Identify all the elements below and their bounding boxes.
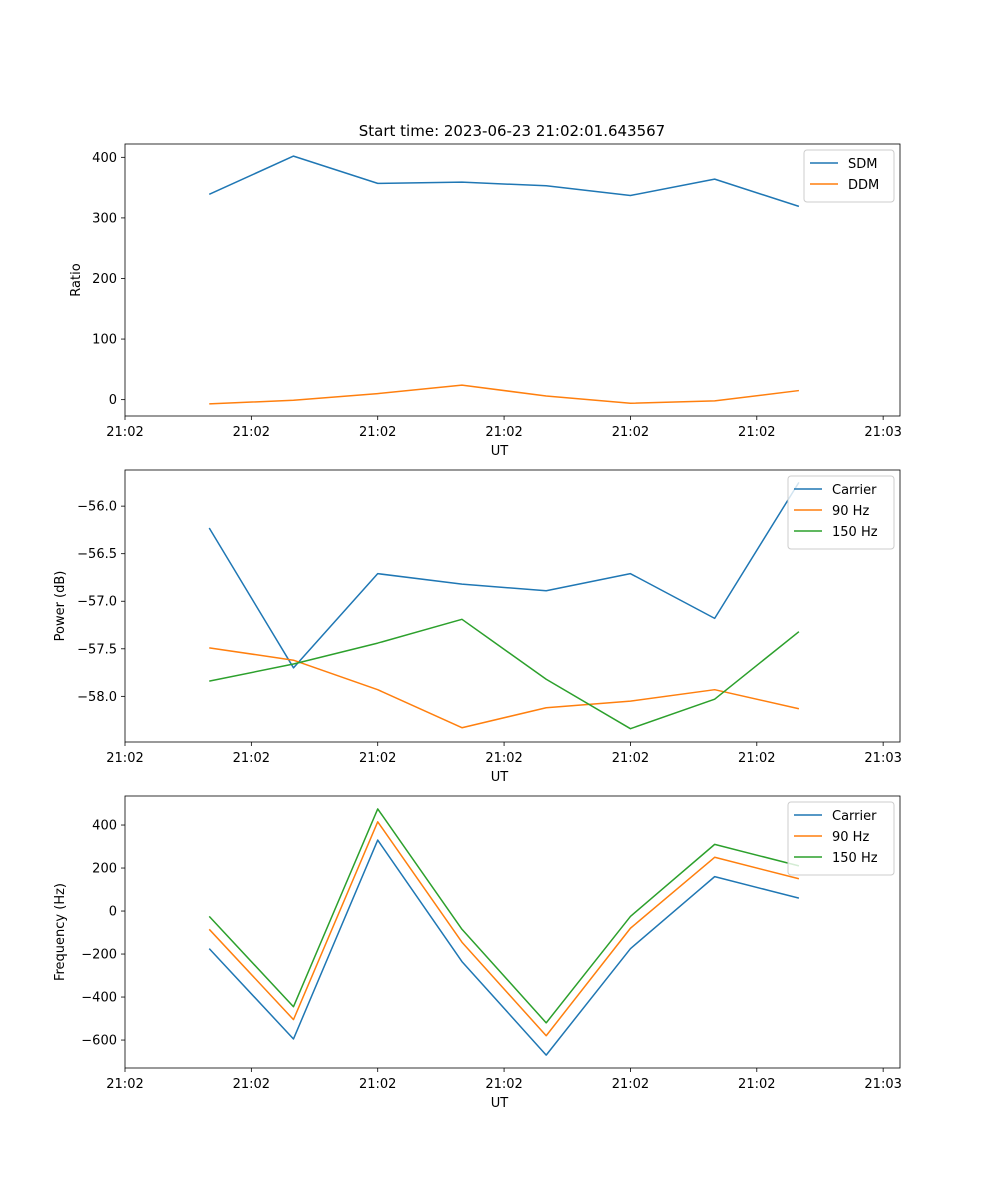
legend: SDM DDM (803, 149, 895, 203)
chart-panel-1: 21:02 21:02 21:02 21:02 21:02 21:02 21:03 0 100 2… (69, 143, 902, 459)
y-axis-label: Frequency (Hz) (53, 883, 68, 981)
x-tick-label: 21:02 (738, 425, 775, 440)
x-axis-label: UT (491, 770, 509, 785)
x-tick-label: 21:02 (359, 751, 396, 766)
legend-label: 150 Hz (832, 525, 878, 540)
y-tick-label: −57.5 (77, 642, 117, 657)
axes-frame (124, 469, 901, 743)
series-line-carrier (208, 481, 800, 669)
chart-panel-2: 21:02 21:02 21:02 21:02 21:02 21:02 21:03 −56.0… (53, 469, 902, 785)
x-tick-label: 21:02 (485, 751, 522, 766)
x-axis-label: UT (491, 444, 509, 459)
legend-label: 150 Hz (832, 851, 878, 866)
y-axis-label: Ratio (69, 263, 84, 296)
x-tick-label: 21:02 (612, 751, 649, 766)
y-tick-label: 400 (92, 151, 117, 166)
x-axis-label: UT (491, 1096, 509, 1111)
series-line-90-hz (209, 647, 800, 729)
legend-label: Carrier (832, 809, 877, 824)
y-tick-label: 200 (92, 862, 117, 877)
series-line-carrier (208, 839, 800, 1056)
y-tick-label: −56.0 (77, 500, 117, 515)
x-tick-label: 21:02 (233, 425, 270, 440)
axes-frame (124, 143, 901, 417)
x-tick-label: 21:03 (864, 1077, 901, 1092)
x-tick-label: 21:02 (485, 425, 522, 440)
y-tick-label: 200 (92, 272, 117, 287)
series-line-sdm (208, 155, 800, 208)
axes-frame (124, 795, 901, 1069)
x-tick-label: 21:02 (233, 751, 270, 766)
y-tick-label: −400 (81, 991, 117, 1006)
series-line-90-hz (208, 821, 800, 1037)
series-line-150-hz (208, 808, 800, 1024)
y-tick-label: −600 (81, 1034, 117, 1049)
y-tick-label: −200 (81, 948, 117, 963)
x-tick-label: 21:02 (106, 751, 143, 766)
y-tick-label: 100 (92, 333, 117, 348)
x-tick-label: 21:02 (738, 1077, 775, 1092)
legend-label: 90 Hz (832, 504, 869, 519)
legend-label: SDM (848, 157, 877, 172)
series-line-150-hz (209, 618, 800, 730)
x-tick-label: 21:02 (359, 1077, 396, 1092)
x-tick-label: 21:02 (233, 1077, 270, 1092)
y-tick-label: 0 (109, 905, 117, 920)
legend-label: DDM (848, 178, 879, 193)
legend-label: 90 Hz (832, 830, 869, 845)
x-tick-label: 21:02 (612, 425, 649, 440)
x-tick-label: 21:02 (485, 1077, 522, 1092)
x-tick-label: 21:02 (359, 425, 396, 440)
x-tick-label: 21:02 (106, 1077, 143, 1092)
y-tick-label: −58.0 (77, 690, 117, 705)
x-tick-label: 21:02 (612, 1077, 649, 1092)
figure-title: Start time: 2023-06-23 21:02:01.643567 (359, 122, 665, 140)
y-tick-label: 400 (92, 819, 117, 834)
x-tick-label: 21:02 (106, 425, 143, 440)
legend-label: Carrier (832, 483, 877, 498)
x-tick-label: 21:03 (864, 751, 901, 766)
legend: Carrier 90 Hz 150 Hz (787, 475, 895, 550)
series-line-ddm (209, 384, 800, 405)
y-tick-label: 300 (92, 211, 117, 226)
y-tick-label: 0 (109, 393, 117, 408)
y-tick-label: −56.5 (77, 547, 117, 562)
chart-panel-3: 21:02 21:02 21:02 21:02 21:02 21:02 21:03 400 20… (53, 795, 902, 1111)
y-axis-label: Power (dB) (53, 571, 68, 642)
x-tick-label: 21:02 (738, 751, 775, 766)
y-tick-label: −57.0 (77, 595, 117, 610)
legend: Carrier 90 Hz 150 Hz (787, 801, 895, 876)
x-tick-label: 21:03 (864, 425, 901, 440)
